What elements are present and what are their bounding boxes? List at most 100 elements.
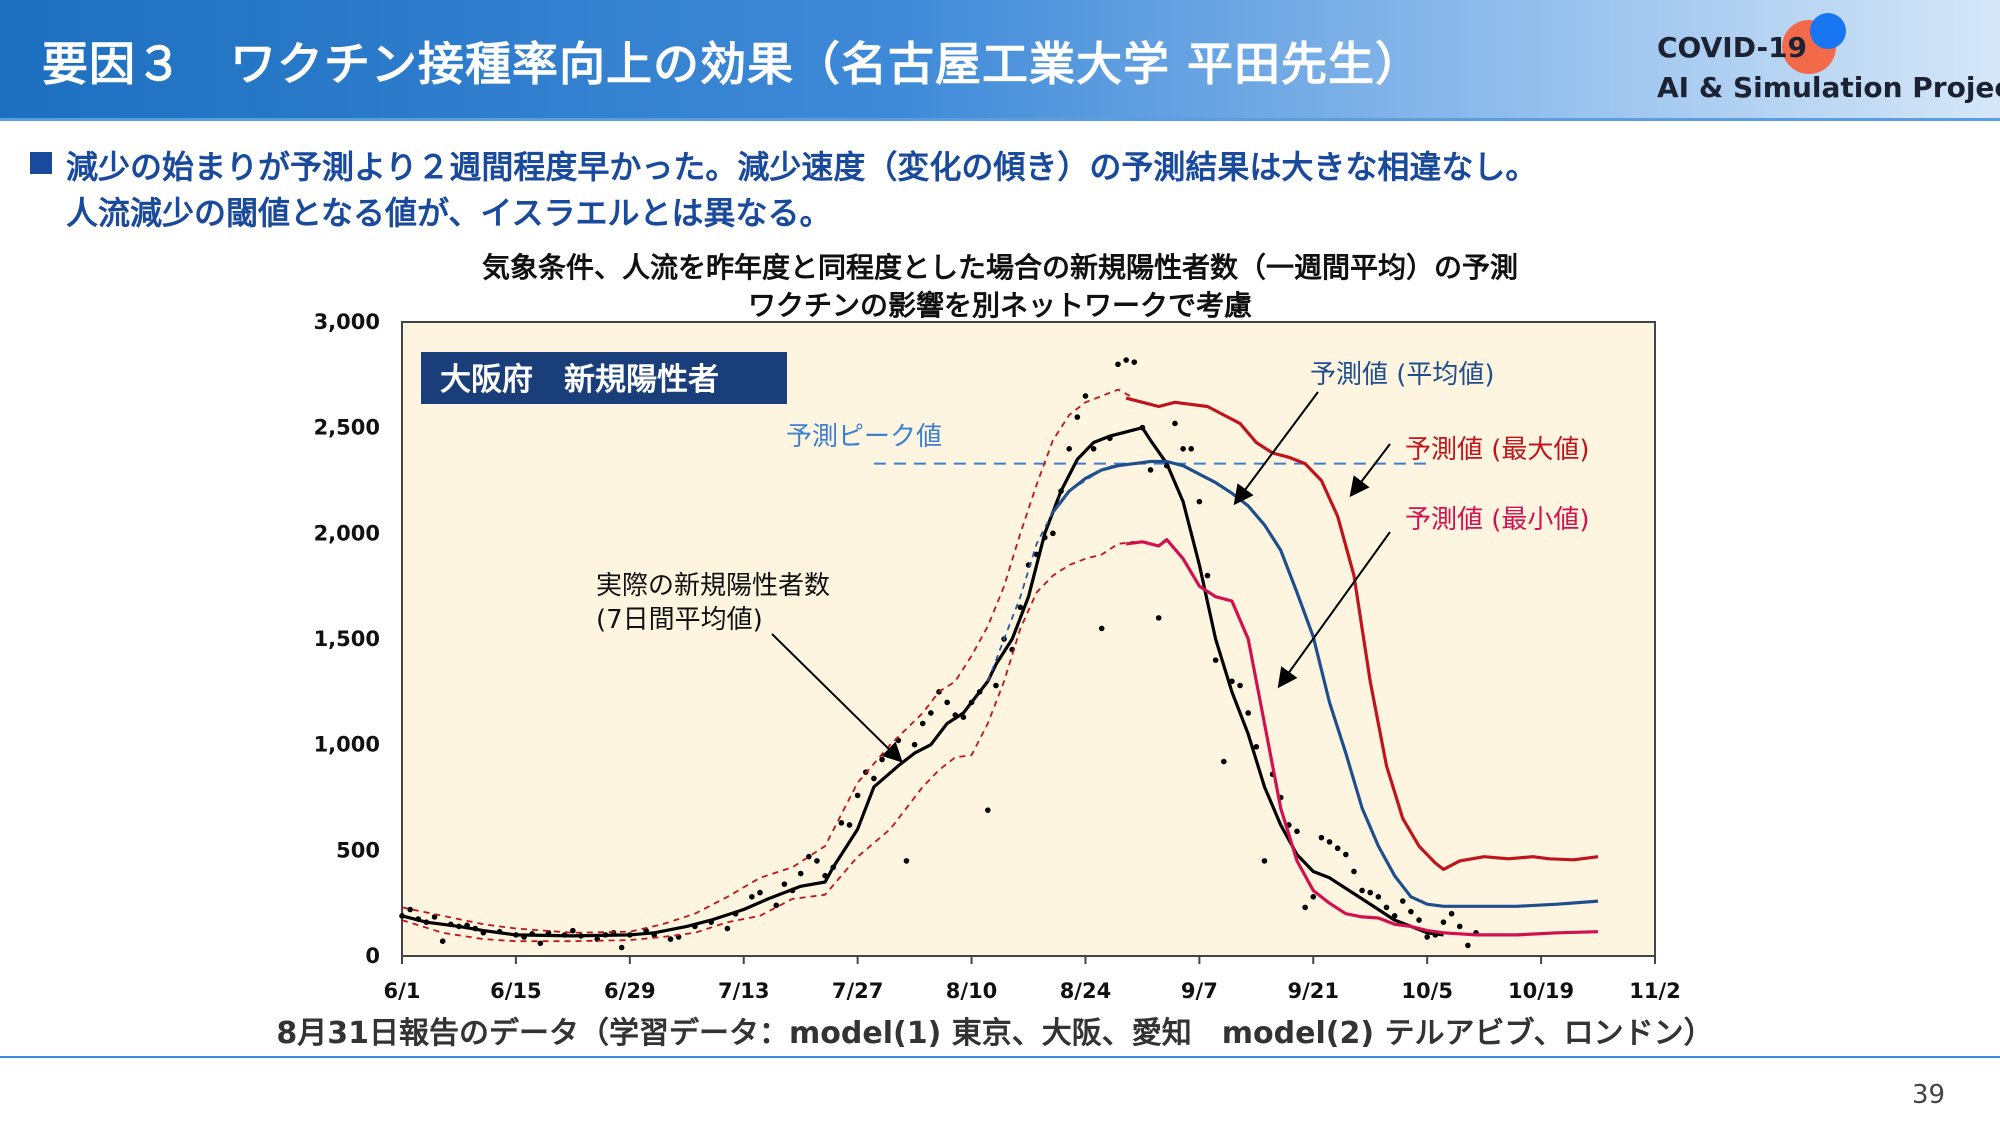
scatter-point: [1465, 942, 1471, 949]
scatter-point: [1391, 913, 1398, 919]
scatter-point: [1399, 898, 1406, 904]
scatter-point: [879, 756, 885, 763]
scatter-point: [903, 858, 910, 864]
scatter-point: [1456, 923, 1463, 930]
chart-title-line-2: ワクチンの影響を別ネットワークで考慮: [747, 289, 1252, 322]
actual-annotation: 実際の新規陽性者数: [596, 571, 830, 601]
region-label-box: [421, 352, 787, 404]
y-tick-label: 500: [336, 838, 380, 862]
bullet-line-2: 人流減少の閾値となる値が、イスラエルとは異なる。: [66, 194, 832, 232]
bullet-line-1: 減少の始まりが予測より２週間程度早かった。減少速度（変化の傾き）の予測結果は大き…: [66, 148, 1538, 186]
scatter-point: [1253, 743, 1260, 750]
scatter-point: [667, 936, 674, 942]
scatter-point: [1440, 919, 1447, 925]
scatter-point: [1261, 858, 1268, 864]
x-tick-label: 10/5: [1401, 979, 1453, 1003]
scatter-point: [1147, 467, 1154, 473]
scatter-point: [1424, 934, 1430, 940]
max-annotation: 予測値 (最大値): [1405, 435, 1590, 465]
y-tick-label: 1,000: [314, 733, 380, 757]
plot-area: [401, 321, 1656, 957]
series-line: [1125, 538, 1599, 937]
scatter-point: [1082, 393, 1089, 399]
scatter-point: [1204, 572, 1211, 579]
scatter-point: [1196, 498, 1203, 505]
header-rule: [0, 118, 2000, 121]
scatter-point: [1098, 625, 1105, 632]
scatter-point: [1318, 834, 1325, 841]
scatter-point: [1074, 414, 1081, 420]
scatter-point: [1310, 894, 1317, 900]
bullet-square-icon: [30, 152, 52, 174]
mean-arrow: [1233, 391, 1319, 506]
scatter-point: [1375, 894, 1382, 900]
scatter-point: [1123, 357, 1129, 363]
x-tick-label: 8/24: [1060, 979, 1112, 1003]
x-tick-label: 9/21: [1288, 979, 1340, 1003]
scatter-point: [838, 820, 845, 826]
x-tick-label: 7/13: [718, 979, 770, 1003]
page-number: 39: [1912, 1080, 1946, 1110]
x-tick-label: 10/19: [1508, 979, 1574, 1003]
header-bar: [0, 0, 2000, 118]
scatter-point: [1367, 889, 1374, 896]
y-tick-label: 0: [365, 944, 380, 968]
x-tick-label: 6/1: [384, 979, 421, 1003]
scatter-point: [1115, 361, 1121, 368]
x-tick-label: 8/10: [946, 979, 998, 1003]
scatter-point: [439, 938, 446, 945]
footer-note: 8月31日報告のデータ（学習データ：model(1) 東京、大阪、愛知 mode…: [276, 1016, 1714, 1051]
scatter-point: [1343, 851, 1349, 858]
scatter-point: [407, 906, 413, 913]
scatter-point: [1416, 917, 1422, 923]
region-label: 大阪府 新規陽性者: [440, 362, 719, 398]
scatter-point: [537, 940, 544, 947]
scatter-point: [911, 741, 918, 748]
min-annotation: 予測値 (最小値): [1405, 505, 1590, 535]
scatter-point: [1050, 530, 1056, 537]
x-tick-label: 11/2: [1629, 979, 1681, 1003]
y-tick-label: 1,500: [314, 627, 380, 651]
x-tick-label: 7/27: [832, 979, 884, 1003]
scatter-point: [1155, 615, 1162, 621]
scatter-point: [1245, 710, 1251, 716]
slide-title: 要因３ ワクチン接種率向上の効果（名古屋工業大学 平田先生）: [42, 37, 1423, 91]
scatter-point: [1448, 910, 1455, 917]
scatter-point: [1351, 868, 1357, 875]
scatter-point: [1090, 446, 1097, 452]
scatter-point: [1212, 657, 1219, 663]
scatter-point: [1131, 359, 1138, 365]
y-tick-label: 3,000: [314, 310, 380, 334]
logo-line-1: COVID-19: [1657, 31, 1808, 64]
scatter-point: [1188, 446, 1195, 452]
scatter-point: [1017, 604, 1024, 611]
scatter-point: [570, 927, 576, 934]
y-tick-label: 2,500: [314, 416, 380, 440]
scatter-point: [919, 720, 926, 727]
scatter-point: [1334, 845, 1341, 852]
scatter-point: [1237, 682, 1243, 689]
scatter-point: [1180, 446, 1186, 452]
scatter-point: [1294, 828, 1300, 835]
x-tick-label: 6/15: [490, 979, 542, 1003]
logo-circle-blue: [1810, 13, 1846, 49]
logo-text: COVID-19 AI & Simulation Project: [1657, 28, 2000, 108]
scatter-point: [618, 944, 625, 951]
scatter-point: [431, 914, 438, 920]
scatter-point: [724, 925, 731, 932]
scatter-point: [846, 822, 853, 828]
scatter-point: [1220, 758, 1227, 765]
scatter-point: [757, 889, 763, 896]
mean-annotation: 予測値 (平均値): [1310, 360, 1495, 390]
min-arrow: [1277, 531, 1391, 689]
scatter-point: [1326, 839, 1333, 845]
series-line: [401, 426, 1444, 938]
scatter-point: [1383, 904, 1390, 911]
peak-annotation: 予測ピーク値: [786, 422, 942, 452]
scatter-point: [928, 710, 934, 716]
scatter-point: [993, 682, 999, 689]
series-line: [986, 462, 1119, 682]
actual-annotation-sub: (7日間平均値): [596, 605, 763, 635]
max-arrow: [1349, 443, 1391, 498]
